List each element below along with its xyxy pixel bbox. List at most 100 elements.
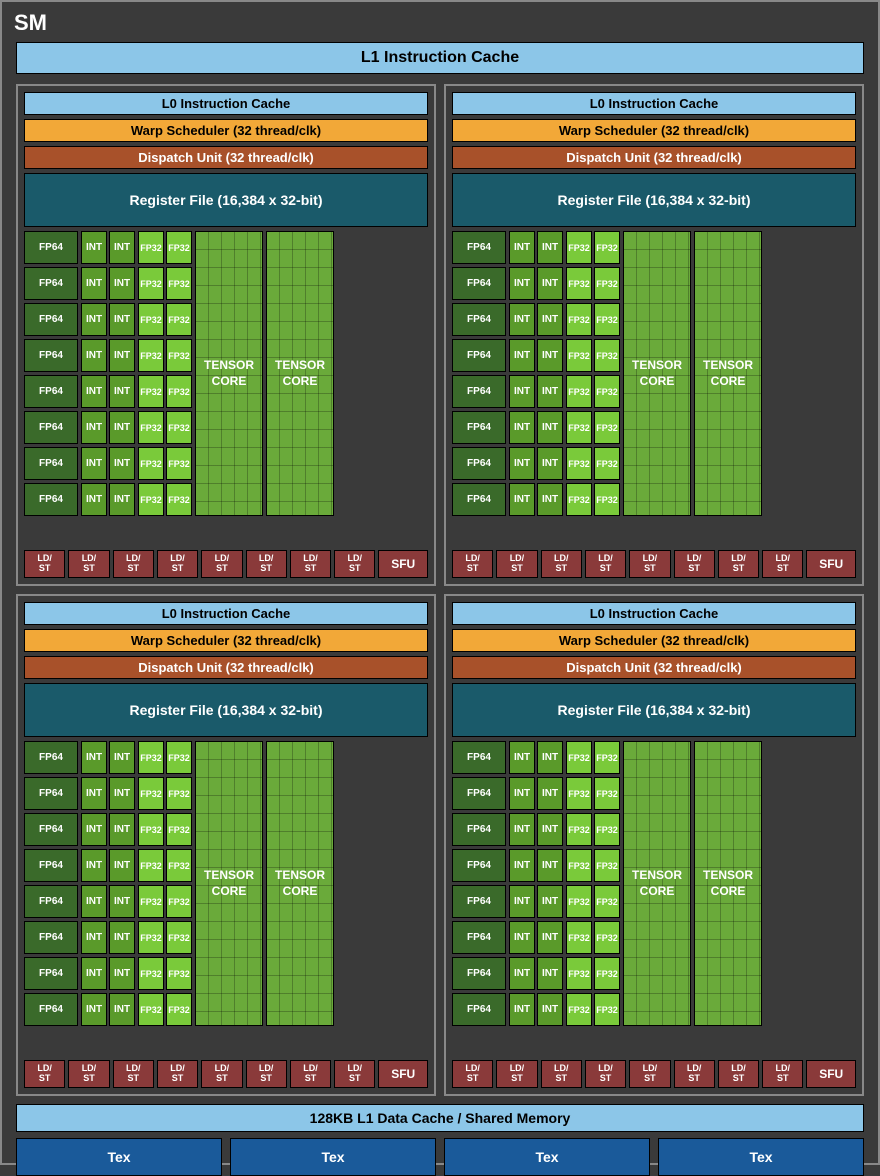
fp32-pair: FP32FP32 <box>566 885 620 918</box>
register-file: Register File (16,384 x 32-bit) <box>452 683 856 737</box>
int-pair: INTINT <box>81 339 135 372</box>
fp32-unit: FP32 <box>166 741 192 774</box>
fp32-unit: FP32 <box>566 885 592 918</box>
fp64-unit: FP64 <box>452 957 506 990</box>
fp32-unit: FP32 <box>594 339 620 372</box>
l0-instruction-cache: L0 Instruction Cache <box>24 92 428 115</box>
fp32-unit: FP32 <box>594 267 620 300</box>
fp32-pair: FP32FP32 <box>138 813 192 846</box>
ldst-unit: LD/ST <box>246 550 287 578</box>
fp64-unit: FP64 <box>452 885 506 918</box>
sfu-unit: SFU <box>806 550 856 578</box>
l1-data-cache: 128KB L1 Data Cache / Shared Memory <box>16 1104 864 1132</box>
fp32-unit: FP32 <box>566 921 592 954</box>
fp32-unit: FP32 <box>594 813 620 846</box>
fp32-pair: FP32FP32 <box>566 267 620 300</box>
int-unit: INT <box>509 231 535 264</box>
int-pair: INTINT <box>81 777 135 810</box>
fp32-pair: FP32FP32 <box>566 777 620 810</box>
fp32-unit: FP32 <box>138 375 164 408</box>
int-pair: INTINT <box>509 921 563 954</box>
int-pair: INTINT <box>81 813 135 846</box>
l0-instruction-cache: L0 Instruction Cache <box>24 602 428 625</box>
int-unit: INT <box>81 267 107 300</box>
warp-scheduler: Warp Scheduler (32 thread/clk) <box>24 119 428 142</box>
int-pair: INTINT <box>81 483 135 516</box>
int-unit: INT <box>109 993 135 1026</box>
int-unit: INT <box>81 411 107 444</box>
int-pair: INTINT <box>509 993 563 1026</box>
int-unit: INT <box>537 267 563 300</box>
ldst-unit: LD/ST <box>334 1060 375 1088</box>
int-pair: INTINT <box>509 267 563 300</box>
fp32-unit: FP32 <box>566 375 592 408</box>
fp64-unit: FP64 <box>24 849 78 882</box>
fp64-unit: FP64 <box>24 813 78 846</box>
ldst-unit: LD/ST <box>496 550 537 578</box>
fp64-unit: FP64 <box>24 957 78 990</box>
fp32-unit: FP32 <box>594 375 620 408</box>
fp32-unit: FP32 <box>138 303 164 336</box>
int-unit: INT <box>537 741 563 774</box>
fp64-unit: FP64 <box>452 813 506 846</box>
int-unit: INT <box>509 849 535 882</box>
ldst-unit: LD/ST <box>541 550 582 578</box>
fp32-unit: FP32 <box>166 267 192 300</box>
int-pair: INTINT <box>81 849 135 882</box>
int-unit: INT <box>537 921 563 954</box>
fp32-pair: FP32FP32 <box>138 303 192 336</box>
fp32-pair: FP32FP32 <box>138 411 192 444</box>
int-unit: INT <box>109 231 135 264</box>
int-pair: INTINT <box>81 741 135 774</box>
fp32-unit: FP32 <box>138 957 164 990</box>
fp32-unit: FP32 <box>166 339 192 372</box>
fp64-unit: FP64 <box>24 993 78 1026</box>
warp-scheduler: Warp Scheduler (32 thread/clk) <box>24 629 428 652</box>
fp64-unit: FP64 <box>452 411 506 444</box>
fp32-pair: FP32FP32 <box>138 339 192 372</box>
int-unit: INT <box>509 447 535 480</box>
int-unit: INT <box>81 231 107 264</box>
ldst-unit: LD/ST <box>68 1060 109 1088</box>
fp32-unit: FP32 <box>138 483 164 516</box>
fp32-unit: FP32 <box>166 885 192 918</box>
ldst-unit: LD/ST <box>201 1060 242 1088</box>
register-file: Register File (16,384 x 32-bit) <box>452 173 856 227</box>
int-pair: INTINT <box>81 303 135 336</box>
fp32-unit: FP32 <box>166 921 192 954</box>
ldst-unit: LD/ST <box>157 1060 198 1088</box>
fp32-pair: FP32FP32 <box>566 231 620 264</box>
sm-block: SM L1 Instruction Cache L0 Instruction C… <box>0 0 880 1165</box>
int-pair: INTINT <box>81 921 135 954</box>
fp32-pair: FP32FP32 <box>566 921 620 954</box>
fp32-pair: FP32FP32 <box>138 741 192 774</box>
int-unit: INT <box>537 813 563 846</box>
int-pair: INTINT <box>509 885 563 918</box>
ldst-unit: LD/ST <box>629 1060 670 1088</box>
l0-instruction-cache: L0 Instruction Cache <box>452 602 856 625</box>
fp64-unit: FP64 <box>24 339 78 372</box>
int-pair: INTINT <box>81 231 135 264</box>
fp32-pair: FP32FP32 <box>138 375 192 408</box>
fp32-unit: FP32 <box>166 447 192 480</box>
fp32-unit: FP32 <box>138 921 164 954</box>
ldst-unit: LD/ST <box>585 1060 626 1088</box>
fp32-pair: FP32FP32 <box>138 231 192 264</box>
fp64-unit: FP64 <box>24 741 78 774</box>
fp32-pair: FP32FP32 <box>138 267 192 300</box>
warp-scheduler: Warp Scheduler (32 thread/clk) <box>452 629 856 652</box>
ldst-unit: LD/ST <box>290 550 331 578</box>
fp32-pair: FP32FP32 <box>566 339 620 372</box>
ldst-row: LD/STLD/STLD/STLD/STLD/STLD/STLD/STLD/ST… <box>24 550 428 578</box>
int-unit: INT <box>109 303 135 336</box>
ldst-unit: LD/ST <box>718 550 759 578</box>
l1-instruction-cache: L1 Instruction Cache <box>16 42 864 74</box>
int-unit: INT <box>81 339 107 372</box>
int-unit: INT <box>109 447 135 480</box>
tensor-core: TENSORCORE <box>266 741 334 1026</box>
int-pair: INTINT <box>509 411 563 444</box>
fp64-unit: FP64 <box>24 777 78 810</box>
ldst-unit: LD/ST <box>334 550 375 578</box>
l0-instruction-cache: L0 Instruction Cache <box>452 92 856 115</box>
int-pair: INTINT <box>509 447 563 480</box>
